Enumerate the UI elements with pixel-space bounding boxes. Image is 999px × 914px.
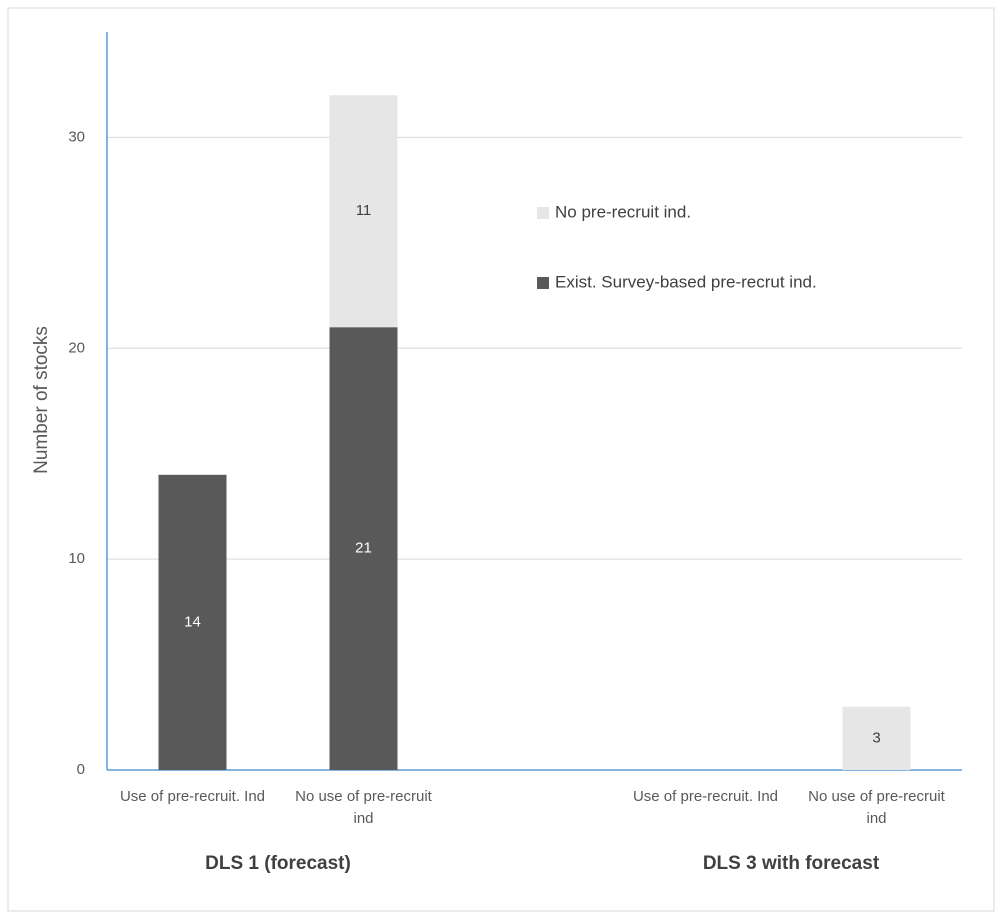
- bar-segment: [329, 327, 398, 770]
- data-label: 21: [355, 540, 372, 557]
- bar-segment: [842, 706, 911, 770]
- data-label: 14: [184, 613, 201, 630]
- data-label: 11: [356, 202, 372, 219]
- y-tick-label: 10: [68, 550, 85, 567]
- y-axis-title: Number of stocks: [31, 326, 52, 474]
- x-tick-label: No use of pre-recruit ind: [295, 788, 432, 827]
- bar-segment: [329, 95, 398, 328]
- x-tick-label: Use of pre-recruit. Ind: [632, 788, 779, 805]
- legend-swatch: [537, 207, 549, 219]
- y-tick-label: 20: [68, 339, 85, 356]
- chart-border: [7, 7, 995, 912]
- x-tick-label: Use of pre-recruit. Ind: [119, 788, 266, 805]
- data-label: 3: [872, 729, 880, 746]
- x-tick-label: No use of pre-recruit ind: [808, 788, 945, 827]
- legend-swatch: [537, 277, 549, 289]
- y-tick-label: 0: [77, 761, 85, 778]
- y-tick-label: 30: [68, 128, 85, 145]
- bar-segment: [158, 474, 227, 770]
- legend-label: No pre-recruit ind.: [555, 202, 691, 221]
- legend-label: Exist. Survey-based pre-recrut ind.: [555, 272, 817, 291]
- group-label: DLS 1 (forecast): [205, 853, 351, 874]
- group-label: DLS 3 with forecast: [702, 853, 880, 874]
